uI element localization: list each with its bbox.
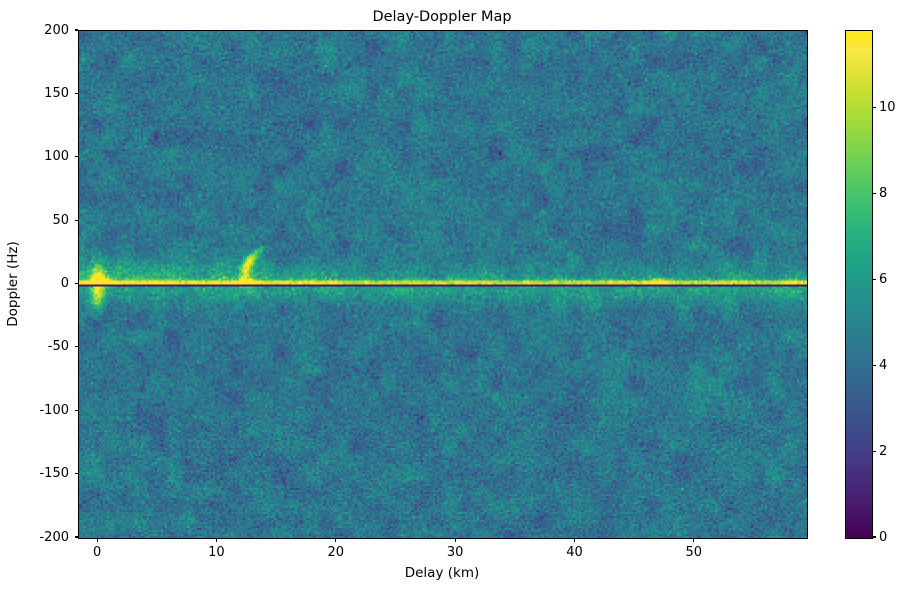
y-tick-mark [74,219,78,221]
y-tick-label: -100 [39,402,69,418]
x-tick-label: 40 [566,545,583,560]
y-tick-label-wrap: -150 [0,467,69,480]
y-tick-label-wrap: -50 [0,340,69,353]
x-tick-label: 30 [446,545,464,560]
y-tick-label: 100 [44,149,69,165]
y-tick-mark [74,156,78,158]
y-tick-mark [74,536,78,538]
x-tick-label: 10 [208,545,225,560]
x-tick-mark [454,538,456,542]
colorbar-tick-label: 0 [879,529,888,545]
y-tick-label: 50 [52,212,69,228]
colorbar-tick-label: 4 [879,357,888,373]
y-tick-label-wrap: 50 [0,214,69,227]
delay-doppler-heatmap [79,31,807,538]
y-axis-label-text: Doppler (Hz) [5,240,21,327]
colorbar-tick-label: 8 [879,185,888,201]
x-tick-mark [573,538,576,542]
y-tick-label-wrap: 150 [0,87,69,100]
y-tick-mark [74,409,78,411]
y-tick-mark [74,473,78,475]
y-tick-label: -200 [39,529,69,545]
y-tick-label: 0 [60,276,69,291]
y-tick-mark [74,346,78,348]
colorbar-tick-mark [872,192,876,194]
y-tick-label: 200 [44,22,69,38]
colorbar-tick-mark [872,278,876,280]
y-tick-label-wrap: 0 [0,277,69,290]
page-title: Delay-Doppler Map [372,9,512,25]
y-tick-label-wrap: 200 [0,24,69,37]
colorbar-tick-label: 2 [879,443,888,459]
y-tick-label-wrap: 100 [0,150,69,163]
x-tick-mark [215,538,217,542]
y-tick-mark [74,92,78,94]
x-tick-label: 50 [685,545,703,560]
colorbar-tick-mark [872,450,876,452]
colorbar-tick-mark [872,364,876,366]
colorbar-tick-label: 10 [879,99,896,115]
x-tick-label: 0 [92,545,102,560]
y-tick-label: -150 [39,466,69,482]
colorbar-tick-mark [872,536,876,538]
colorbar-gradient [846,31,872,538]
y-tick-mark [74,29,78,31]
x-axis-label: Delay (km) [404,565,480,581]
y-tick-label-wrap: -100 [0,404,69,417]
y-axis-label: Doppler (Hz) [5,198,21,326]
y-tick-mark [74,282,78,285]
colorbar-tick-mark [872,106,876,108]
colorbar[interactable] [845,30,873,539]
heatmap-plot-area[interactable] [78,30,808,539]
y-tick-label: 150 [44,85,69,101]
x-tick-mark [335,538,337,542]
x-tick-label: 20 [327,545,345,560]
y-tick-label: -50 [47,339,69,355]
x-tick-mark [96,538,98,542]
colorbar-tick-label: 6 [879,271,888,287]
x-tick-mark [693,538,695,542]
y-tick-label-wrap: -200 [0,531,69,544]
